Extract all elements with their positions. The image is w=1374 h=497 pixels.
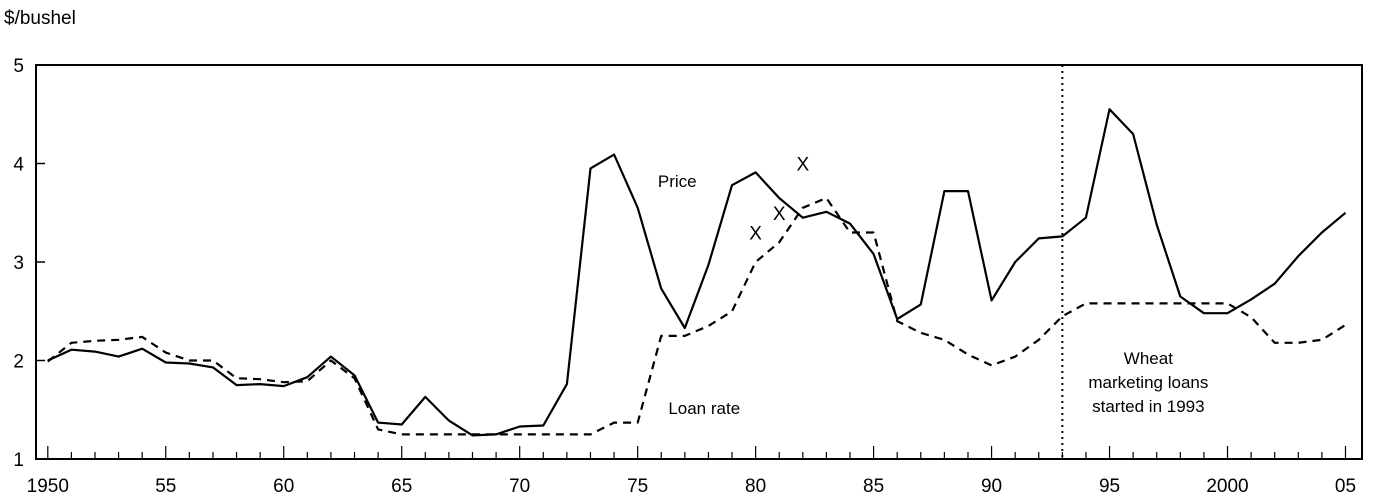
price-label: Price [658,172,697,191]
x-tick-label: 60 [273,476,294,497]
y-tick-label: 3 [13,253,24,274]
price-line [47,108,1347,437]
x-tick-label: 2000 [1206,476,1248,497]
x-tick-label: 90 [981,476,1002,497]
x-marker: X [773,204,786,225]
y-tick-label: 4 [13,155,24,176]
reference-note-line: Wheat [1124,349,1173,368]
y-tick-label: 5 [13,56,24,77]
x-tick-label: 70 [509,476,530,497]
reference-note-line: started in 1993 [1092,397,1204,416]
axes: 1 2 3 4 5 1950 55 60 65 70 75 80 85 90 95 2000 05 [13,56,1363,497]
x-tick-label: 55 [155,476,176,497]
x-tick-label: 80 [745,476,766,497]
reference-note: Wheat marketing loans started in 1993 [1088,349,1208,416]
x-tick-label: 65 [391,476,412,497]
x-tick-label: 1950 [27,476,69,497]
y-axis-unit-label: $/bushel [4,8,76,29]
y-tick-label: 2 [13,352,24,373]
reference-note-line: marketing loans [1088,373,1208,392]
x-tick-label: 85 [863,476,884,497]
x-marker: X [749,223,762,244]
y-tick-label: 1 [13,450,24,471]
annotations: Wheat marketing loans started in 1993XXXPr… [658,65,1208,459]
x-tick-label: 05 [1335,476,1356,497]
loan-rate-line [47,196,1347,436]
x-marker: X [796,155,809,176]
x-tick-label: 75 [627,476,648,497]
loan-rate-label: Loan rate [668,399,740,418]
series-lines [47,108,1347,437]
x-tick-label: 95 [1099,476,1120,497]
